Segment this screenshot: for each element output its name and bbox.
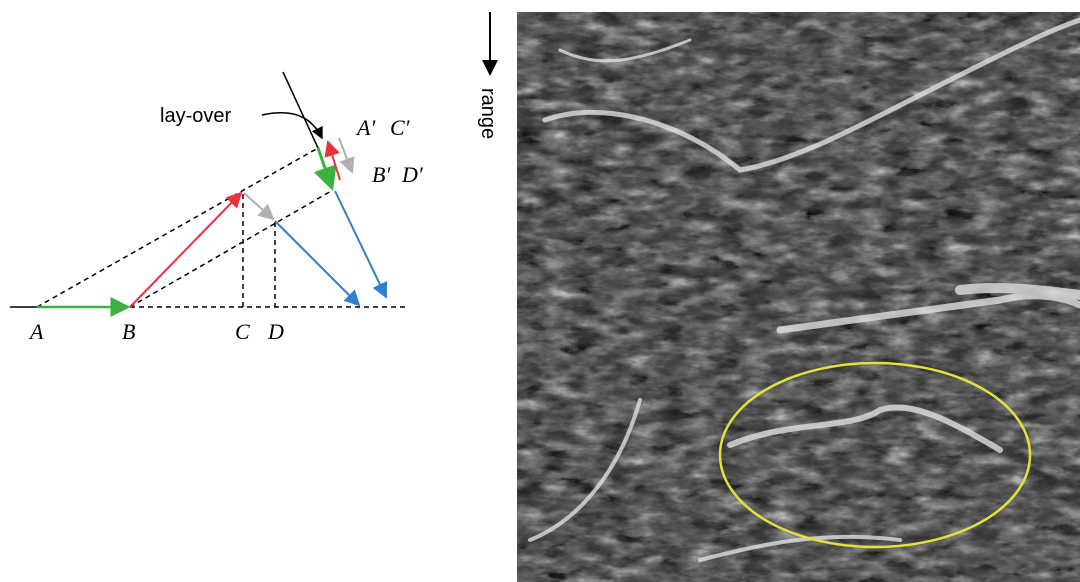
highlight-ellipse <box>718 361 1032 549</box>
green-arrow <box>313 147 337 191</box>
range-label: range <box>477 88 499 139</box>
point-label: C′ <box>390 115 411 140</box>
point-label: B <box>122 319 135 344</box>
point-label: A <box>28 319 44 344</box>
geometry-diagram: lay-over A B C D A′ C′ B′ D′ <box>10 71 424 344</box>
range-line <box>36 147 319 308</box>
ridges <box>528 17 1080 562</box>
point-label: B′ <box>372 162 391 187</box>
sar-image <box>517 12 1080 582</box>
red-arrow <box>324 140 341 181</box>
point-label: A′ <box>355 115 376 140</box>
point-label: C <box>235 319 250 344</box>
image-texture <box>517 12 1080 582</box>
gray-arrow <box>243 192 275 221</box>
gray-arrow <box>338 137 355 174</box>
slope-line <box>282 71 319 149</box>
annotation: lay-over <box>160 105 231 127</box>
red-arrow <box>129 191 243 308</box>
annotation-arrow <box>261 112 323 140</box>
blue-arrow <box>274 220 361 307</box>
range-line <box>129 189 334 308</box>
blue-arrow <box>334 190 388 299</box>
point-label: D′ <box>401 162 424 187</box>
point-label: D <box>267 319 284 344</box>
